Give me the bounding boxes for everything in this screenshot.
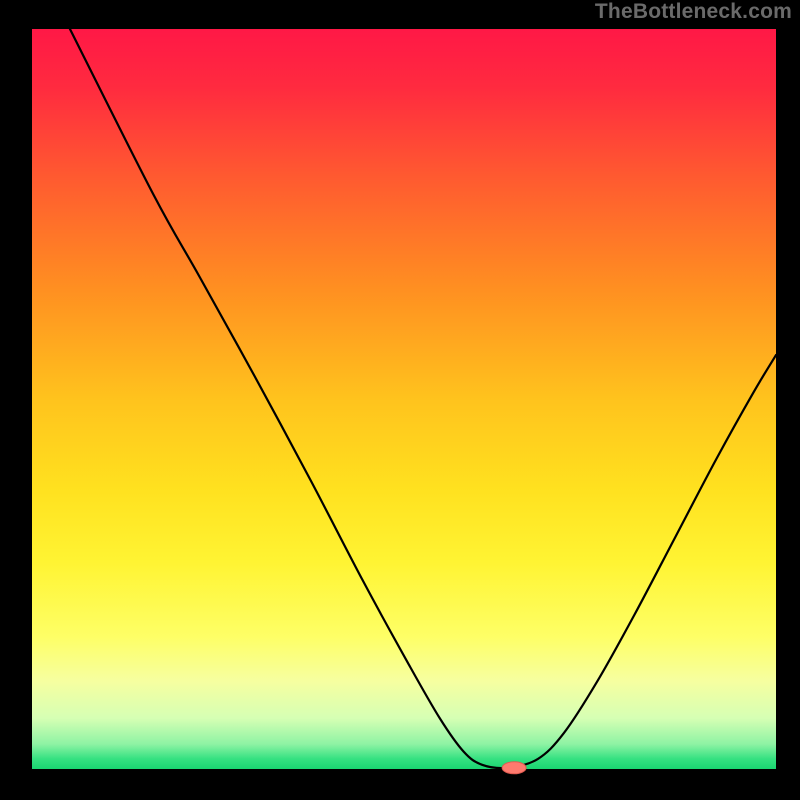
watermark-text: TheBottleneck.com [595, 0, 792, 24]
chart-container: TheBottleneck.com [0, 0, 800, 800]
optimal-marker [502, 762, 526, 774]
bottleneck-chart [0, 0, 800, 800]
chart-gradient-bg [32, 29, 776, 770]
